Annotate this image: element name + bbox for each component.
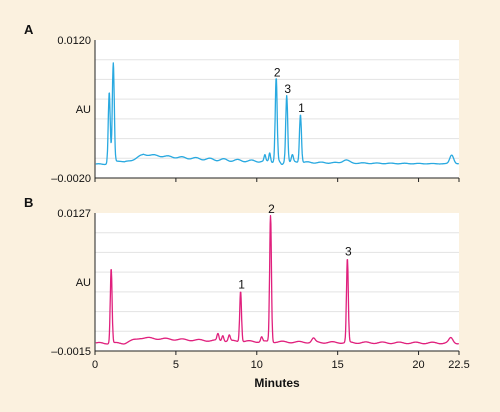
panel-b-y-label: AU (76, 277, 91, 289)
panel-b-ytick-top: 0.0127 (57, 208, 91, 220)
panel-a-peak-label: 1 (298, 101, 305, 115)
x-tick-labels: 0 5 10 15 20 22.5 (92, 359, 470, 371)
panel-a-y-label: AU (76, 104, 91, 116)
x-axis-title: Minutes (254, 376, 300, 390)
x-tick-label: 20 (412, 359, 424, 371)
panel-a-ytick-top: 0.0120 (57, 35, 91, 47)
panel-b-peak-label: 1 (238, 278, 245, 292)
x-tick-label: 15 (332, 359, 344, 371)
panel-a-peak-labels: 231 (274, 65, 305, 114)
panel-a-ytick-bottom: –0.0020 (51, 173, 91, 185)
panel-a-x-ticks (94, 178, 460, 182)
x-tick-label: 22.5 (448, 359, 469, 371)
panel-b-ytick-bottom: –0.0015 (51, 346, 91, 358)
panel-b-peak-labels: 1 2 3 (238, 202, 352, 292)
panel-a-label: A (24, 22, 34, 37)
panel-b-x-ticks (94, 351, 460, 355)
panel-b-grid (95, 232, 459, 332)
panel-b-trace (95, 214, 460, 345)
panel-a-peak-label: 2 (274, 65, 281, 79)
panel-b-peak-label: 3 (345, 245, 352, 259)
panel-a-trace (95, 62, 460, 166)
panel-b-background (95, 213, 459, 351)
panel-b: B 0.0127 AU –0.0015 1 2 3 (24, 195, 460, 358)
panel-b-label: B (24, 195, 33, 210)
panel-b-peak-label: 2 (268, 202, 275, 216)
panel-a: A 0.0120 AU –0.0020 231 (24, 22, 460, 185)
x-tick-label: 10 (251, 359, 263, 371)
panel-a-peak-label: 3 (284, 82, 291, 96)
x-tick-label: 0 (92, 359, 98, 371)
x-tick-label: 5 (173, 359, 179, 371)
